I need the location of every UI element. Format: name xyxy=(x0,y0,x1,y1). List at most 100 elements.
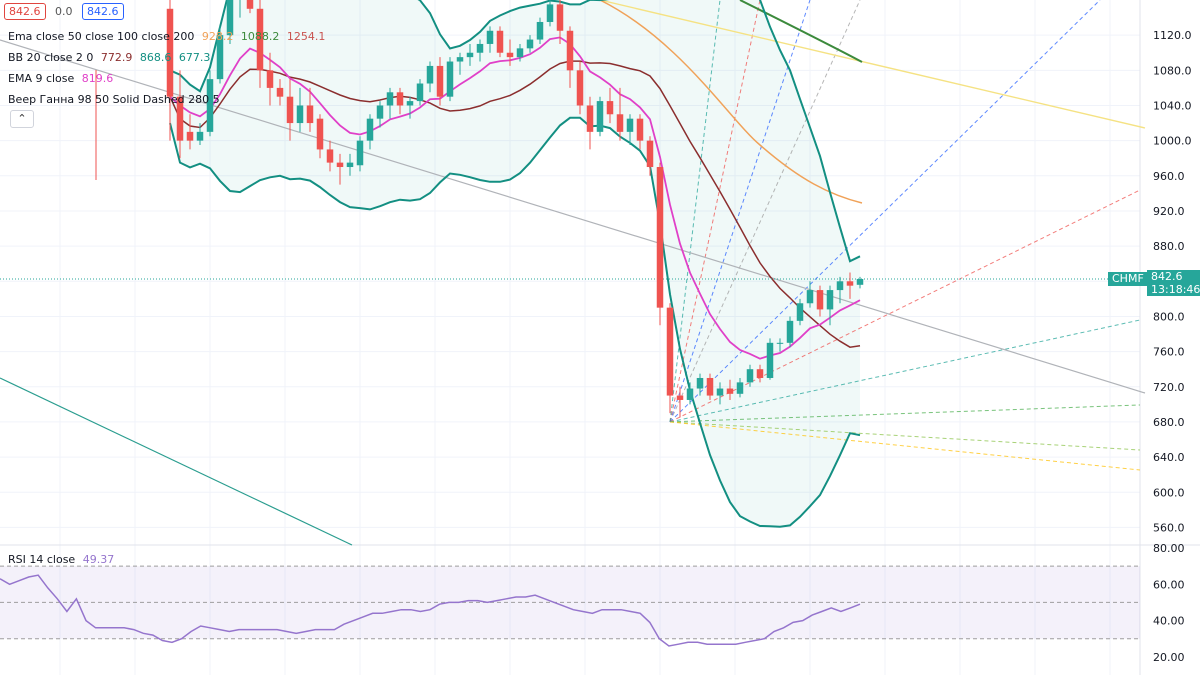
candle-body xyxy=(346,162,354,168)
candle-body xyxy=(696,377,704,389)
candle-body xyxy=(546,4,554,22)
price-tick-label: 720.0 xyxy=(1153,381,1185,394)
legend-label: EMA 9 close xyxy=(8,72,75,85)
candles xyxy=(166,0,864,418)
candle-body xyxy=(226,0,234,36)
candle-body xyxy=(736,382,744,394)
price-tick-label: 1000.0 xyxy=(1153,135,1192,148)
candle-body xyxy=(586,105,594,132)
bb-band-fill xyxy=(170,0,860,527)
candle-body xyxy=(256,8,264,71)
candle-body xyxy=(276,87,284,97)
candle-body xyxy=(686,388,694,400)
candle-body xyxy=(336,162,344,168)
candle-body xyxy=(646,140,654,168)
ema50-line xyxy=(599,0,863,204)
candle-body xyxy=(556,4,564,31)
candle-body xyxy=(286,96,294,124)
spread-value: 0.0 xyxy=(55,5,73,18)
candle-body xyxy=(786,320,794,343)
bar-timer: 13:18:46 xyxy=(1151,283,1200,296)
price-tick-label: 680.0 xyxy=(1153,416,1185,429)
legend-label: RSI 14 close xyxy=(8,553,76,566)
legend-gann-fan[interactable]: Веер Ганна 98 50 Solid Dashed 280 5 xyxy=(8,93,220,106)
candle-body xyxy=(566,30,574,71)
ema100-line xyxy=(739,0,863,63)
candle-body xyxy=(716,388,724,396)
gann-fan-line xyxy=(669,404,1141,423)
candle-body xyxy=(196,131,204,141)
ticker-tag: CHMF xyxy=(1108,272,1148,286)
candle-body xyxy=(706,377,714,396)
rsi-value: 49.37 xyxy=(82,553,115,566)
candle-body xyxy=(476,43,484,53)
gann-fan-line xyxy=(669,319,1141,423)
legend-rsi[interactable]: RSI 14 close 49.37 xyxy=(8,553,114,566)
legend-label: BB 20 close 2 0 xyxy=(8,51,94,64)
ema200-value: 1254.1 xyxy=(286,30,326,43)
bb-basis-value: 772.9 xyxy=(100,51,133,64)
candle-body xyxy=(386,92,394,106)
candle-body xyxy=(296,105,304,124)
candle-body xyxy=(416,83,424,102)
ema50-value: 928.2 xyxy=(201,30,234,43)
trend-line xyxy=(0,39,1146,394)
bid-price[interactable]: 842.6 xyxy=(4,3,46,20)
candle-body xyxy=(466,52,474,58)
legend-ema-multi[interactable]: Ema close 50 close 100 close 200 928.2 1… xyxy=(8,30,325,43)
gann-fan-line xyxy=(669,421,1141,471)
candle-body xyxy=(826,290,834,310)
gann-fan-line xyxy=(669,0,721,422)
gann-fan-line xyxy=(669,0,861,423)
collapse-legend-button[interactable]: ⌃ xyxy=(10,110,34,128)
legend-ema9[interactable]: EMA 9 close 819.6 xyxy=(8,72,113,85)
rsi-pane: 20.00 40.00 60.00 80.00 xyxy=(0,542,1185,664)
quote-row: 842.6 0.0 842.6 xyxy=(4,3,124,20)
ask-price[interactable]: 842.6 xyxy=(82,3,124,20)
candle-body xyxy=(506,52,514,58)
indicator-lines xyxy=(0,0,1146,546)
candle-body xyxy=(836,281,844,291)
price-tick-label: 960.0 xyxy=(1153,170,1185,183)
candle-body xyxy=(406,101,414,106)
bb-upper-value: 868.6 xyxy=(139,51,172,64)
candle-body xyxy=(356,140,364,166)
chevron-up-icon: ⌃ xyxy=(17,112,27,125)
candle-body xyxy=(776,342,784,344)
candle-body xyxy=(806,290,814,304)
candle-body xyxy=(486,30,494,44)
candle-body xyxy=(396,92,404,106)
candle-body xyxy=(606,101,614,115)
legend-label: Веер Ганна 98 50 Solid Dashed 280 5 xyxy=(8,93,220,106)
candle-body xyxy=(666,307,674,396)
candle-body xyxy=(456,57,464,62)
price-tick-label: 920.0 xyxy=(1153,205,1185,218)
price-tick-label: 560.0 xyxy=(1153,521,1185,534)
candle-body xyxy=(746,369,754,383)
candle-body xyxy=(676,395,684,400)
candle-body xyxy=(246,0,254,9)
gann-fan-line xyxy=(669,189,1141,423)
price-axis: 560.0600.0640.0680.0720.0760.0800.0840.0… xyxy=(1153,29,1192,534)
legend-bb[interactable]: BB 20 close 2 0 772.9 868.6 677.3 xyxy=(8,51,210,64)
candle-body xyxy=(536,21,544,40)
candle-body xyxy=(306,105,314,124)
candle-body xyxy=(446,61,454,97)
candle-body xyxy=(656,167,664,308)
candle-body xyxy=(216,35,224,80)
rsi-line xyxy=(0,574,861,647)
candle-body xyxy=(206,79,214,132)
candle-body xyxy=(796,303,804,321)
candle-body xyxy=(846,281,854,286)
rsi-tick-label: 40.00 xyxy=(1153,615,1185,628)
candle-body xyxy=(526,39,534,49)
price-tick-label: 1080.0 xyxy=(1153,64,1192,77)
candle-body xyxy=(756,369,764,378)
candle-body xyxy=(496,30,504,53)
candle-body xyxy=(366,118,374,141)
bb-lower-value: 677.3 xyxy=(178,51,211,64)
last-price-value: 842.6 xyxy=(1151,270,1183,283)
candle-body xyxy=(266,70,274,88)
candle-body xyxy=(596,101,604,132)
